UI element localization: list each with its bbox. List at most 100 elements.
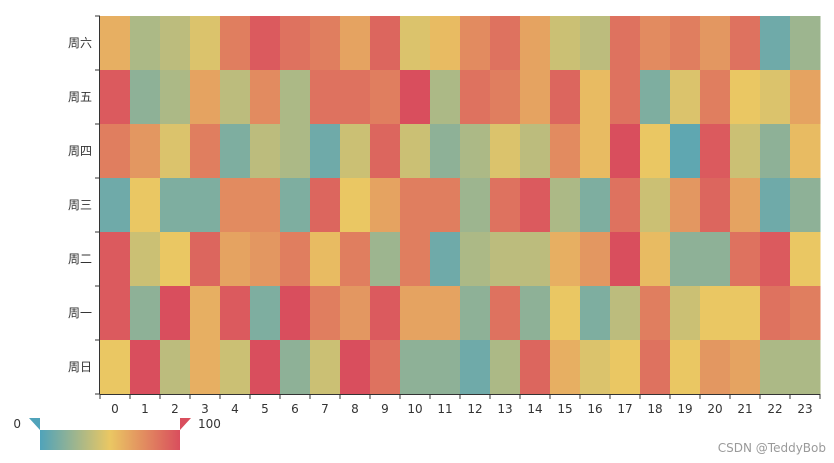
heatmap-cell[interactable] — [400, 178, 431, 233]
heatmap-cell[interactable] — [790, 340, 821, 395]
heatmap-cell[interactable] — [790, 286, 821, 341]
heatmap-cell[interactable] — [130, 286, 161, 341]
heatmap-cell[interactable] — [220, 232, 251, 287]
heatmap-cell[interactable] — [400, 16, 431, 71]
heatmap-cell[interactable] — [730, 286, 761, 341]
heatmap-cell[interactable] — [130, 178, 161, 233]
heatmap-cell[interactable] — [580, 70, 611, 125]
heatmap-cell[interactable] — [160, 286, 191, 341]
heatmap-cell[interactable] — [460, 16, 491, 71]
heatmap-cell[interactable] — [190, 178, 221, 233]
heatmap-cell[interactable] — [310, 124, 341, 179]
heatmap-cell[interactable] — [670, 124, 701, 179]
heatmap-cell[interactable] — [130, 232, 161, 287]
heatmap-cell[interactable] — [370, 340, 401, 395]
heatmap-cell[interactable] — [670, 232, 701, 287]
heatmap-cell[interactable] — [700, 286, 731, 341]
heatmap-cell[interactable] — [520, 340, 551, 395]
heatmap-cell[interactable] — [520, 70, 551, 125]
heatmap-cell[interactable] — [400, 124, 431, 179]
heatmap-cell[interactable] — [490, 178, 521, 233]
heatmap-cell[interactable] — [370, 232, 401, 287]
heatmap-cell[interactable] — [220, 16, 251, 71]
heatmap-cell[interactable] — [130, 16, 161, 71]
heatmap-cell[interactable] — [130, 340, 161, 395]
heatmap-cell[interactable] — [700, 124, 731, 179]
heatmap-cell[interactable] — [760, 124, 791, 179]
heatmap-cell[interactable] — [430, 178, 461, 233]
heatmap-cell[interactable] — [640, 70, 671, 125]
heatmap-cell[interactable] — [460, 178, 491, 233]
heatmap-cell[interactable] — [220, 178, 251, 233]
heatmap-cell[interactable] — [190, 232, 221, 287]
heatmap-cell[interactable] — [460, 286, 491, 341]
heatmap-cell[interactable] — [550, 178, 581, 233]
heatmap-cell[interactable] — [370, 124, 401, 179]
heatmap-cell[interactable] — [340, 124, 371, 179]
heatmap-cell[interactable] — [250, 232, 281, 287]
heatmap-cell[interactable] — [490, 124, 521, 179]
heatmap-cell[interactable] — [220, 340, 251, 395]
heatmap-cell[interactable] — [640, 286, 671, 341]
heatmap-cell[interactable] — [370, 70, 401, 125]
heatmap-cell[interactable] — [550, 340, 581, 395]
heatmap-cell[interactable] — [700, 232, 731, 287]
heatmap-cell[interactable] — [550, 16, 581, 71]
heatmap-cell[interactable] — [190, 124, 221, 179]
heatmap-cell[interactable] — [220, 124, 251, 179]
heatmap-cell[interactable] — [190, 70, 221, 125]
heatmap-cell[interactable] — [760, 340, 791, 395]
heatmap-cell[interactable] — [190, 340, 221, 395]
heatmap-cell[interactable] — [340, 340, 371, 395]
heatmap-cell[interactable] — [460, 232, 491, 287]
heatmap-cell[interactable] — [790, 70, 821, 125]
heatmap-cell[interactable] — [340, 178, 371, 233]
heatmap-cell[interactable] — [310, 178, 341, 233]
heatmap-cell[interactable] — [550, 124, 581, 179]
heatmap-cell[interactable] — [670, 340, 701, 395]
heatmap-cell[interactable] — [550, 286, 581, 341]
heatmap-cell[interactable] — [670, 70, 701, 125]
heatmap-cell[interactable] — [190, 16, 221, 71]
heatmap-cell[interactable] — [760, 16, 791, 71]
heatmap-cell[interactable] — [730, 124, 761, 179]
visual-map[interactable]: 0 100 — [13, 417, 221, 450]
visual-map-gradient-bar[interactable] — [40, 430, 180, 450]
heatmap-cell[interactable] — [100, 178, 131, 233]
heatmap-cell[interactable] — [760, 286, 791, 341]
heatmap-cell[interactable] — [100, 124, 131, 179]
heatmap-cell[interactable] — [160, 124, 191, 179]
heatmap-cell[interactable] — [490, 340, 521, 395]
heatmap-cell[interactable] — [760, 70, 791, 125]
heatmap-cell[interactable] — [400, 286, 431, 341]
heatmap-cell[interactable] — [700, 340, 731, 395]
heatmap-cell[interactable] — [280, 232, 311, 287]
heatmap-cell[interactable] — [280, 70, 311, 125]
heatmap-cell[interactable] — [640, 232, 671, 287]
heatmap-cell[interactable] — [520, 16, 551, 71]
heatmap-cell[interactable] — [610, 70, 641, 125]
heatmap-cell[interactable] — [760, 178, 791, 233]
heatmap-cell[interactable] — [580, 16, 611, 71]
heatmap-cell[interactable] — [220, 286, 251, 341]
heatmap-cell[interactable] — [490, 232, 521, 287]
heatmap-cell[interactable] — [130, 124, 161, 179]
heatmap-cell[interactable] — [550, 232, 581, 287]
heatmap-cell[interactable] — [100, 286, 131, 341]
heatmap-cell[interactable] — [760, 232, 791, 287]
heatmap-cell[interactable] — [160, 70, 191, 125]
heatmap-cell[interactable] — [730, 70, 761, 125]
heatmap-cell[interactable] — [340, 16, 371, 71]
heatmap-cell[interactable] — [280, 178, 311, 233]
visual-map-min-handle[interactable] — [29, 418, 40, 430]
heatmap-cell[interactable] — [610, 178, 641, 233]
heatmap-cell[interactable] — [100, 232, 131, 287]
heatmap-cell[interactable] — [430, 124, 461, 179]
heatmap-cell[interactable] — [160, 16, 191, 71]
heatmap-cell[interactable] — [310, 232, 341, 287]
heatmap-cell[interactable] — [580, 286, 611, 341]
heatmap-cell[interactable] — [190, 286, 221, 341]
heatmap-cell[interactable] — [250, 178, 281, 233]
heatmap-cell[interactable] — [610, 16, 641, 71]
heatmap-cell[interactable] — [610, 286, 641, 341]
